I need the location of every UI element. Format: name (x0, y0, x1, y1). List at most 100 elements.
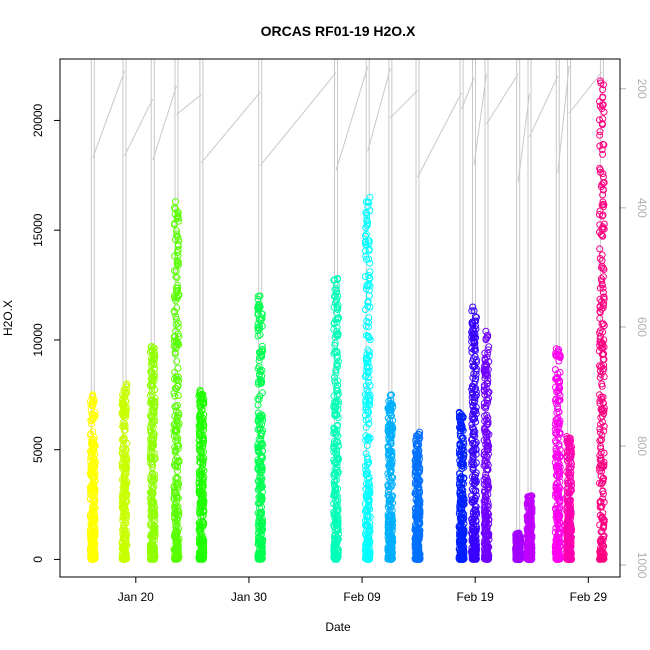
data-point (599, 150, 607, 158)
y-tick-label: 20000 (31, 103, 45, 137)
data-point (365, 272, 373, 279)
data-point (364, 302, 372, 310)
data-point (598, 251, 606, 259)
data-point (524, 530, 532, 538)
data-point (258, 342, 266, 350)
data-point (471, 377, 479, 385)
data-point (148, 432, 156, 440)
data-point (91, 463, 99, 471)
transit-line (529, 75, 559, 137)
data-point (150, 344, 158, 352)
data-point (172, 446, 180, 454)
data-point (121, 423, 129, 430)
data-point (528, 520, 536, 528)
data-point (332, 525, 340, 533)
data-point (416, 513, 424, 521)
data-point (198, 406, 206, 414)
x-tick-label: Jan 20 (118, 590, 154, 604)
data-point (566, 519, 574, 527)
data-point (365, 280, 373, 288)
transit-line (568, 71, 603, 114)
data-point (195, 485, 203, 493)
data-point (86, 431, 94, 439)
transit-line (201, 91, 261, 163)
data-point (455, 447, 463, 454)
data-point (256, 458, 264, 466)
data-point (171, 533, 178, 541)
data-point (471, 510, 479, 518)
right-tick-label: 800 (635, 436, 649, 456)
data-point (121, 426, 129, 434)
data-point (330, 456, 338, 464)
data-point (363, 470, 371, 478)
data-point (567, 508, 575, 516)
right-tick-label: 1000 (635, 552, 649, 579)
flight-series (455, 408, 468, 563)
data-point (554, 451, 562, 459)
data-point (568, 460, 575, 468)
data-point (469, 456, 477, 464)
data-point (119, 497, 127, 505)
data-point (257, 495, 265, 503)
data-point (331, 276, 339, 284)
data-point (120, 553, 128, 561)
data-point (600, 498, 608, 506)
data-point (484, 418, 492, 426)
data-point (175, 217, 183, 225)
data-point (597, 363, 605, 371)
data-point (567, 473, 574, 481)
data-point (412, 555, 420, 563)
data-point (88, 393, 96, 401)
data-point (596, 329, 604, 337)
data-point (384, 546, 392, 554)
data-point (255, 302, 263, 310)
transit-line (259, 72, 337, 166)
data-point (362, 232, 369, 240)
data-point (197, 459, 204, 467)
data-point (600, 533, 607, 541)
data-point (553, 463, 561, 471)
data-point (363, 442, 371, 450)
data-point (362, 382, 370, 390)
data-point (90, 553, 97, 561)
data-point (388, 480, 396, 488)
data-point (525, 539, 533, 547)
data-point (364, 198, 372, 206)
data-point (174, 383, 182, 390)
data-point (148, 522, 155, 530)
data-point (469, 517, 477, 525)
flight-series (384, 391, 397, 563)
data-point (556, 498, 564, 506)
data-point (567, 510, 575, 518)
data-point (551, 366, 559, 374)
data-point (364, 346, 372, 354)
data-point (567, 449, 575, 457)
right-tick-label: 200 (635, 79, 649, 99)
data-point (469, 451, 477, 459)
data-point (363, 386, 371, 393)
data-point (365, 433, 373, 441)
data-point (484, 478, 492, 486)
data-point (600, 293, 608, 301)
data-point (468, 307, 476, 315)
data-point (527, 553, 535, 561)
data-point (524, 535, 532, 543)
data-point (365, 239, 373, 247)
data-point (567, 464, 574, 472)
data-point (472, 407, 480, 415)
data-point (484, 377, 492, 385)
flight-series (118, 380, 131, 563)
data-point (330, 292, 338, 300)
data-point (556, 430, 564, 438)
data-point (555, 420, 563, 428)
data-point (171, 428, 179, 436)
data-point (196, 509, 204, 517)
data-point (485, 515, 493, 523)
data-point (258, 429, 266, 437)
data-point (146, 348, 154, 356)
data-point (553, 511, 561, 519)
data-point (171, 392, 179, 400)
data-point (365, 237, 373, 245)
data-point (473, 358, 480, 366)
